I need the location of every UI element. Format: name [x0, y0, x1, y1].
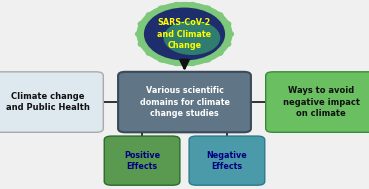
Ellipse shape [145, 50, 155, 56]
Ellipse shape [214, 50, 224, 56]
Ellipse shape [138, 21, 147, 27]
Text: Various scientific
domains for climate
change studies: Various scientific domains for climate c… [139, 86, 230, 118]
FancyBboxPatch shape [189, 136, 265, 185]
Ellipse shape [202, 5, 212, 12]
Ellipse shape [135, 31, 144, 37]
Ellipse shape [202, 56, 212, 63]
FancyBboxPatch shape [118, 72, 251, 132]
Ellipse shape [157, 5, 167, 12]
Text: Climate change
and Public Health: Climate change and Public Health [6, 92, 90, 112]
FancyBboxPatch shape [104, 136, 180, 185]
Ellipse shape [188, 2, 197, 9]
Ellipse shape [225, 31, 234, 37]
FancyBboxPatch shape [266, 72, 369, 132]
Ellipse shape [137, 2, 232, 66]
Text: Negative
Effects: Negative Effects [207, 151, 247, 171]
Ellipse shape [172, 60, 181, 66]
Ellipse shape [138, 41, 147, 47]
Ellipse shape [214, 12, 224, 19]
Ellipse shape [144, 8, 225, 60]
Text: SARS-CoV-2
and Climate
Change: SARS-CoV-2 and Climate Change [158, 18, 211, 50]
FancyBboxPatch shape [0, 72, 103, 132]
Ellipse shape [157, 56, 167, 63]
Ellipse shape [172, 2, 181, 9]
Ellipse shape [222, 21, 231, 27]
Ellipse shape [222, 41, 231, 47]
Text: Ways to avoid
negative impact
on climate: Ways to avoid negative impact on climate [283, 86, 359, 118]
Ellipse shape [163, 21, 220, 55]
Ellipse shape [145, 12, 155, 19]
Text: Positive
Effects: Positive Effects [124, 151, 160, 171]
Ellipse shape [188, 60, 197, 66]
